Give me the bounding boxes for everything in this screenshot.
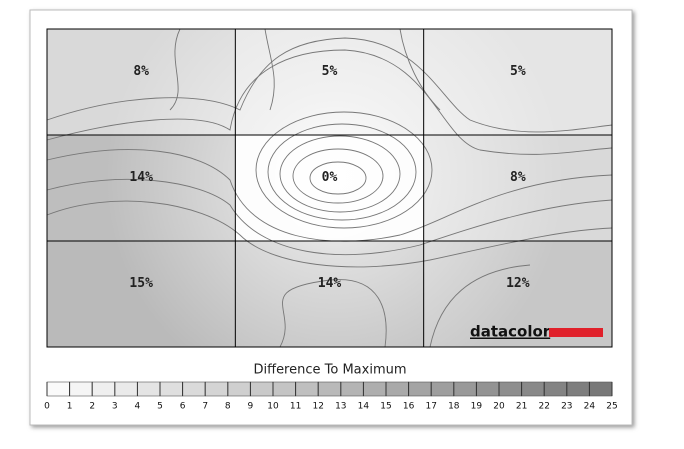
scale-tick-label: 18 — [448, 402, 460, 412]
contours — [46, 28, 613, 348]
scale-tick-label: 3 — [112, 402, 118, 412]
scale-tick-label: 23 — [561, 402, 572, 412]
value-label: 15% — [129, 276, 153, 291]
contour — [292, 148, 384, 204]
scale-tick-label: 12 — [312, 402, 323, 412]
scale-tick-label: 13 — [335, 402, 346, 412]
scale-swatch — [137, 381, 161, 397]
logo-bar — [549, 328, 603, 337]
scale-swatch — [227, 381, 251, 397]
scale-tick-label: 8 — [225, 402, 231, 412]
scale-swatch — [204, 381, 229, 397]
contour — [279, 279, 387, 348]
contour — [429, 264, 531, 348]
scale-swatch — [453, 381, 477, 397]
scale-swatch — [408, 381, 432, 397]
contour — [279, 135, 401, 213]
contour — [46, 37, 613, 133]
scale-tick-label: 17 — [425, 402, 436, 412]
scale-swatch — [476, 381, 500, 397]
scale-tick-label: 16 — [403, 402, 415, 412]
contour — [309, 161, 367, 195]
contour — [46, 149, 613, 242]
scale-tick-label: 20 — [493, 402, 505, 412]
scale-swatch — [250, 381, 274, 397]
scale-swatch — [317, 381, 342, 397]
glow — [47, 29, 612, 347]
scale-swatch — [295, 381, 319, 397]
scale-swatch — [521, 381, 545, 397]
plot-border — [46, 28, 613, 348]
scale-tick-label: 24 — [584, 402, 596, 412]
scale-tick-label: 10 — [267, 402, 279, 412]
scale-swatch — [91, 381, 116, 397]
contour — [255, 111, 433, 229]
value-label: 14% — [129, 170, 153, 185]
scale-tick-label: 11 — [290, 402, 301, 412]
value-label: 5% — [510, 64, 526, 79]
value-label: 0% — [322, 170, 338, 185]
scale-swatch — [385, 381, 409, 397]
contour — [169, 28, 181, 111]
scale-swatch — [340, 381, 364, 397]
scale-tick-label: 6 — [180, 402, 186, 412]
scale-swatch — [159, 381, 183, 397]
scale-tick-label: 25 — [606, 402, 617, 412]
legend-title: Difference To Maximum — [253, 363, 406, 378]
contour — [46, 200, 613, 268]
scale-tick-label: 9 — [248, 402, 254, 412]
value-label: 14% — [318, 276, 342, 291]
scale-tick-label: 2 — [89, 402, 95, 412]
scale-swatch — [498, 381, 522, 397]
logo: datacolor — [470, 323, 603, 341]
scale-swatch — [69, 381, 93, 397]
scale-tick-label: 19 — [471, 402, 483, 412]
scale-swatch — [114, 381, 138, 397]
contour — [264, 28, 275, 111]
scale-swatch — [363, 381, 387, 397]
value-label: 8% — [133, 64, 149, 79]
value-label: 12% — [506, 276, 530, 291]
contour — [399, 28, 441, 111]
logo-text: datacolor — [470, 323, 551, 341]
value-label: 5% — [322, 64, 338, 79]
scale-swatch — [272, 381, 296, 397]
scale-swatch — [430, 381, 455, 397]
scale-tick-label: 15 — [380, 402, 391, 412]
scale-swatch — [46, 381, 70, 397]
contour — [46, 178, 613, 256]
scale-tick-label: 22 — [538, 402, 549, 412]
scale-swatch — [182, 381, 206, 397]
scale-tick-label: 0 — [44, 402, 50, 412]
scale-swatch — [543, 381, 568, 397]
scale-tick-label: 7 — [202, 402, 208, 412]
scale-tick-label: 21 — [516, 402, 527, 412]
scale-tick-label: 4 — [135, 402, 141, 412]
scale-tick-label: 14 — [358, 402, 370, 412]
value-label: 8% — [510, 170, 526, 185]
scale-swatch — [566, 381, 590, 397]
scale-swatch — [589, 381, 613, 397]
contour — [46, 49, 613, 155]
contour — [267, 123, 417, 221]
scale-tick-label: 1 — [67, 402, 73, 412]
scale-tick-label: 5 — [157, 402, 163, 412]
